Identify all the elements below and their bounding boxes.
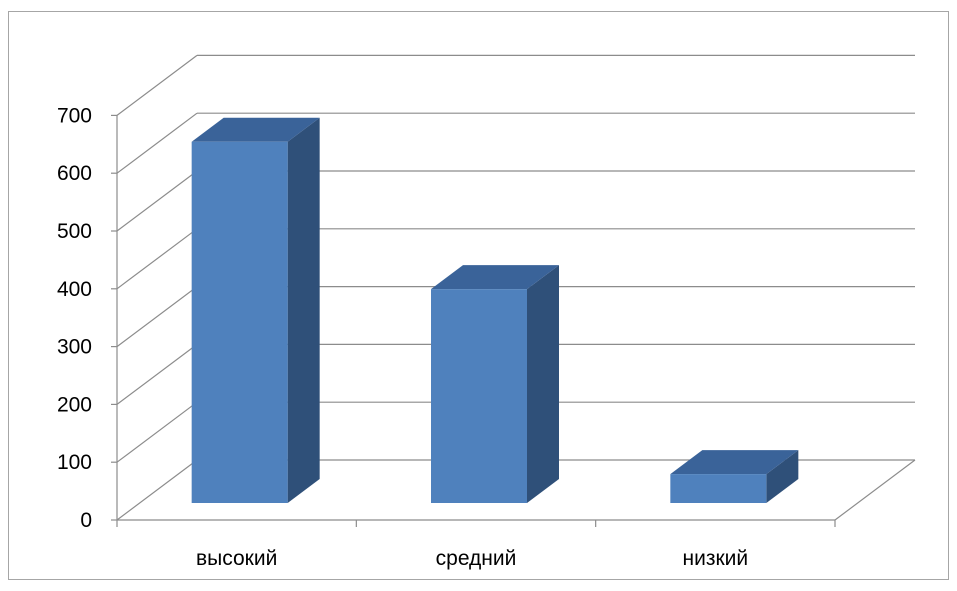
y-tick-label: 500: [57, 220, 92, 243]
x-tick-label: высокий: [196, 547, 277, 570]
x-tick-label: низкий: [683, 547, 749, 570]
y-tick-label: 700: [57, 104, 92, 127]
gridline-diagonal: [116, 459, 198, 521]
gridline-diagonal: [116, 54, 198, 116]
bar-top: [670, 450, 799, 475]
bar-низкий: [670, 450, 799, 503]
axes: [111, 114, 836, 527]
bar-front: [670, 474, 767, 503]
gridline-diagonal: [116, 170, 198, 232]
bar-side: [766, 450, 799, 503]
y-tick-label: 100: [57, 451, 92, 474]
floor-edge: [834, 459, 916, 521]
bar-top: [191, 117, 320, 142]
bar-средний: [431, 265, 559, 503]
y-tick-label: 600: [57, 162, 92, 185]
bar-top: [431, 265, 559, 290]
y-tick-label: 0: [80, 509, 92, 532]
gridline-diagonal: [116, 401, 198, 463]
bars: [191, 117, 799, 503]
gridline-diagonal: [116, 112, 198, 174]
y-tick-label: 300: [57, 336, 92, 359]
gridline-diagonal: [116, 343, 198, 405]
bar-side: [287, 117, 320, 503]
x-tick-labels: высокий средний низкий: [196, 547, 748, 570]
gridline-diagonal: [116, 228, 198, 290]
bar-высокий: [191, 117, 320, 503]
bar-front: [191, 141, 288, 503]
gridline-diagonal: [116, 286, 198, 348]
x-tick-label: средний: [436, 547, 517, 570]
y-tick-label: 400: [57, 278, 92, 301]
bar-side: [527, 265, 559, 503]
bar-front: [431, 289, 527, 503]
y-tick-labels: 0 100 200 300 400 500 600 700: [57, 104, 92, 532]
y-tick-label: 200: [57, 393, 92, 416]
